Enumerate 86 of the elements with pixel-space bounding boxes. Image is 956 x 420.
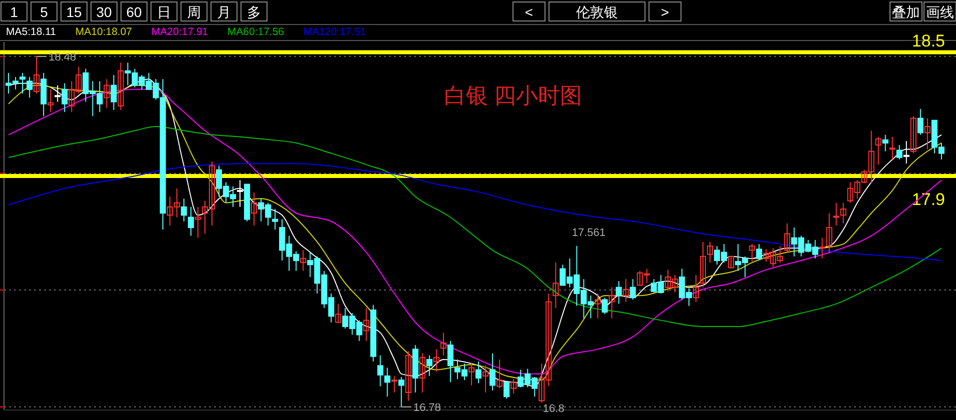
- text: 伦敦银: [576, 4, 618, 20]
- text: 月: [217, 4, 231, 20]
- candlestick: [784, 222, 790, 253]
- text: MA60:17.56: [227, 26, 284, 38]
- candlestick: [251, 192, 258, 226]
- text: MA10:18.07: [75, 26, 132, 38]
- candlestick: [728, 256, 734, 268]
- text: 60: [126, 4, 142, 20]
- candlestick: [433, 348, 440, 372]
- text: >: [660, 4, 670, 20]
- text: 15: [66, 4, 82, 20]
- candlestick: [419, 352, 426, 393]
- candlestick: [335, 303, 342, 323]
- text: 30: [96, 4, 112, 20]
- candlestick: [34, 56, 40, 94]
- candlestick: [756, 244, 762, 260]
- candlestick: [54, 84, 61, 102]
- text: 画线: [926, 4, 954, 20]
- candlestick: [405, 350, 412, 402]
- candlestick: [110, 74, 117, 111]
- candlestick: [706, 241, 714, 264]
- candlestick: [482, 365, 489, 393]
- candlestick: [630, 278, 636, 300]
- candlestick: [504, 382, 510, 400]
- candlestick: [118, 62, 124, 111]
- candlestick: [104, 78, 110, 108]
- candlestick: [875, 136, 882, 166]
- candlestick: [426, 354, 432, 376]
- candlestick: [749, 244, 756, 262]
- candlestick: [910, 116, 916, 154]
- candlestick: [62, 82, 68, 113]
- candlestick: [826, 212, 832, 253]
- text: 叠加: [892, 4, 920, 20]
- text: 1: [10, 4, 18, 20]
- candlestick: [272, 208, 278, 230]
- candlestick: [700, 241, 706, 288]
- text: 多: [247, 4, 261, 20]
- candlestick: [20, 72, 26, 94]
- candlestick: [377, 354, 384, 387]
- candlestick: [616, 280, 622, 304]
- candlestick: [475, 361, 482, 384]
- candlestick: [490, 352, 496, 391]
- candlestick: [896, 144, 902, 160]
- candlestick: [300, 250, 306, 272]
- annotation: 16.8: [542, 402, 564, 415]
- candlestick: [833, 202, 840, 226]
- candlestick: [194, 206, 201, 238]
- candlestick: [889, 136, 896, 160]
- text: 白银 四小时图: [444, 83, 582, 108]
- text: 周: [187, 4, 201, 20]
- candlestick: [840, 202, 846, 224]
- text: MA20:17.91: [151, 26, 208, 38]
- candlestick: [236, 180, 244, 208]
- candlestick: [468, 362, 475, 386]
- ref-line-label: 18.5: [912, 31, 945, 50]
- candlestick: [510, 378, 517, 394]
- text: 5: [40, 4, 48, 20]
- text: <: [524, 4, 534, 20]
- candlestick: [26, 76, 33, 98]
- text: 日: [157, 4, 171, 20]
- candlestick: [391, 375, 398, 393]
- annotation: 18.48: [48, 51, 76, 64]
- candlestick: [602, 297, 608, 315]
- candlestick: [384, 367, 390, 398]
- annotation: 16.78: [413, 402, 441, 414]
- candlestick: [496, 358, 503, 389]
- candlestick: [882, 134, 888, 152]
- candlestick: [924, 118, 930, 150]
- candlestick: [180, 198, 187, 222]
- candlestick: [447, 340, 454, 383]
- candlestick: [917, 108, 924, 136]
- candlestick: [48, 88, 54, 113]
- candlestick: [594, 293, 601, 319]
- candlestick: [552, 262, 559, 308]
- candlestick: [363, 307, 370, 342]
- annotation: 17.561: [572, 226, 606, 239]
- candlestick: [692, 274, 699, 302]
- candlestick: [903, 140, 910, 164]
- candlestick: [398, 376, 404, 408]
- candlestick: [608, 286, 615, 319]
- candlestick: [440, 332, 446, 356]
- text: MA120:17.51: [303, 26, 366, 38]
- text: MA5:18.11: [6, 26, 56, 38]
- candlestick: [819, 237, 826, 259]
- candlestick: [188, 206, 194, 236]
- candlestick: [622, 278, 629, 302]
